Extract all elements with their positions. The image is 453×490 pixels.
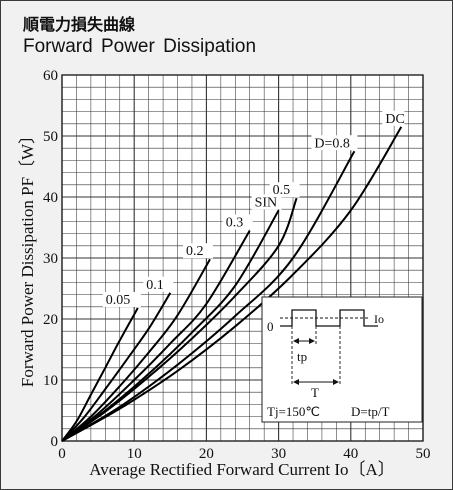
series-label: 0.05 [106, 293, 131, 308]
series-label: 0.5 [273, 183, 291, 198]
inset-zero-label: 0 [267, 319, 274, 334]
x-axis-label: Average Rectified Forward Current Io〔A〕 [89, 460, 395, 479]
inset-t-label: T [311, 385, 319, 400]
y-tick-label: 0 [51, 434, 59, 450]
inset-d-label: D=tp/T [351, 404, 389, 419]
y-tick-label: 30 [43, 251, 58, 267]
series-label: D=0.8 [314, 136, 350, 151]
inset-tp-label: tp [297, 349, 307, 364]
y-tick-label: 20 [43, 312, 58, 328]
x-tick-label: 50 [416, 446, 431, 462]
inset-tj-label: Tj=150℃ [267, 404, 320, 419]
y-axis-label: Forward Power Dissipation PF〔W〕 [18, 127, 37, 387]
y-tick-label: 10 [43, 373, 58, 389]
series-label: DC [385, 112, 404, 127]
series-label: 0.3 [226, 216, 244, 231]
series-label: 0.1 [146, 278, 164, 293]
inset-io-label: Io [374, 312, 384, 326]
series-label: 0.2 [186, 244, 204, 259]
y-tick-label: 40 [43, 190, 58, 206]
y-tick-label: 50 [43, 129, 58, 145]
y-tick-label: 60 [43, 68, 58, 84]
y-axis-ticks: 0 10 20 30 40 50 60 [43, 68, 58, 450]
inset-diagram: 0 Io tp T Tj=150℃ D=tp/T [262, 297, 422, 422]
x-tick-label: 0 [58, 446, 66, 462]
